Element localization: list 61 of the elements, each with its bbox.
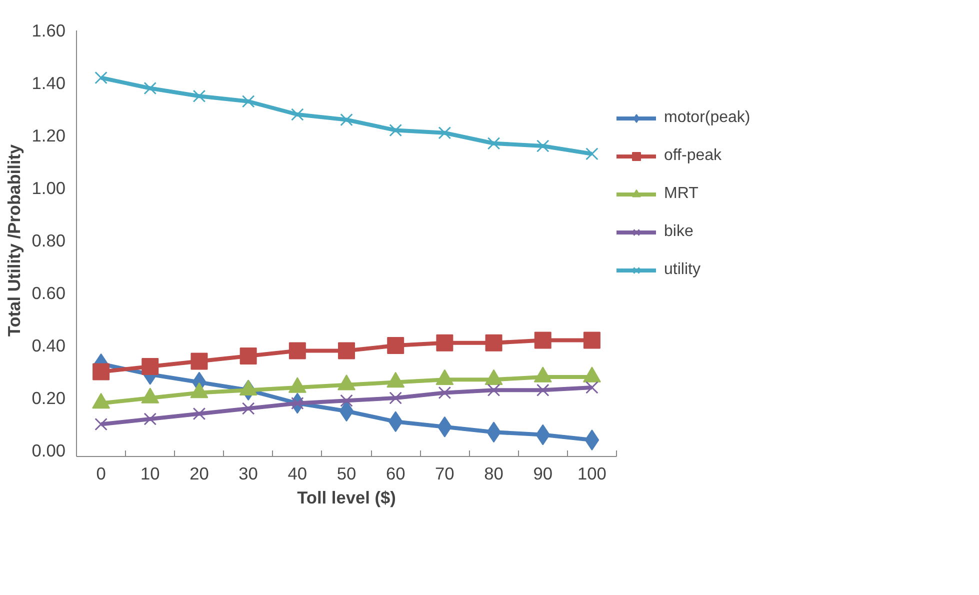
point xyxy=(192,90,206,103)
point xyxy=(144,82,157,95)
point xyxy=(144,412,157,426)
point xyxy=(389,392,402,404)
y-tick-label: 1.20 xyxy=(32,126,66,146)
point xyxy=(338,342,355,360)
point xyxy=(487,384,500,397)
point xyxy=(584,430,600,450)
point xyxy=(436,334,454,352)
point xyxy=(242,94,255,108)
point xyxy=(288,342,306,360)
legend-label: bike xyxy=(664,223,694,241)
point xyxy=(242,402,255,415)
point xyxy=(92,363,110,380)
point xyxy=(240,348,257,364)
point xyxy=(142,358,159,375)
x-tick-label: 90 xyxy=(533,464,553,484)
x-tick-label: 20 xyxy=(190,464,209,484)
point xyxy=(291,108,304,121)
point xyxy=(438,386,452,400)
point xyxy=(586,381,598,394)
y-tick-label: 0.00 xyxy=(32,440,66,460)
x-tick-label: 30 xyxy=(238,464,258,484)
point xyxy=(389,124,402,137)
x-tick-label: 0 xyxy=(96,464,106,484)
point xyxy=(340,113,353,126)
point xyxy=(190,352,208,370)
point xyxy=(536,384,550,397)
x-tick-label: 50 xyxy=(336,464,356,484)
y-tick-label: 0.60 xyxy=(32,283,66,303)
point xyxy=(387,337,404,354)
point xyxy=(94,71,108,84)
legend-label: off-peak xyxy=(664,147,722,165)
point xyxy=(438,126,452,140)
y-axis-title: Total Utility /Probability xyxy=(4,144,24,337)
legend-label: utility xyxy=(664,261,700,279)
y-tick-label: 0.40 xyxy=(32,336,66,356)
y-tick-label: 0.20 xyxy=(32,388,66,408)
point xyxy=(536,140,550,152)
y-tick-label: 1.60 xyxy=(32,20,66,40)
point xyxy=(94,418,108,431)
y-tick-label: 1.00 xyxy=(32,178,66,198)
legend-label: motor(peak) xyxy=(664,109,750,127)
y-tick-label: 0.80 xyxy=(32,230,66,250)
x-axis-title: Toll level ($) xyxy=(297,488,396,508)
x-tick-label: 10 xyxy=(140,464,160,484)
point xyxy=(583,332,600,349)
point xyxy=(485,334,502,352)
x-tick-label: 60 xyxy=(386,464,406,484)
x-tick-label: 100 xyxy=(578,464,606,484)
point xyxy=(291,396,304,410)
point xyxy=(192,407,206,420)
x-tick-label: 40 xyxy=(288,464,308,484)
point xyxy=(586,147,598,160)
point xyxy=(534,332,552,349)
x-tick-label: 70 xyxy=(435,464,454,484)
x-tick-label: 80 xyxy=(484,464,504,484)
point xyxy=(340,394,353,408)
point xyxy=(487,136,500,150)
y-tick-label: 1.40 xyxy=(32,73,66,93)
legend-label: MRT xyxy=(664,185,698,203)
